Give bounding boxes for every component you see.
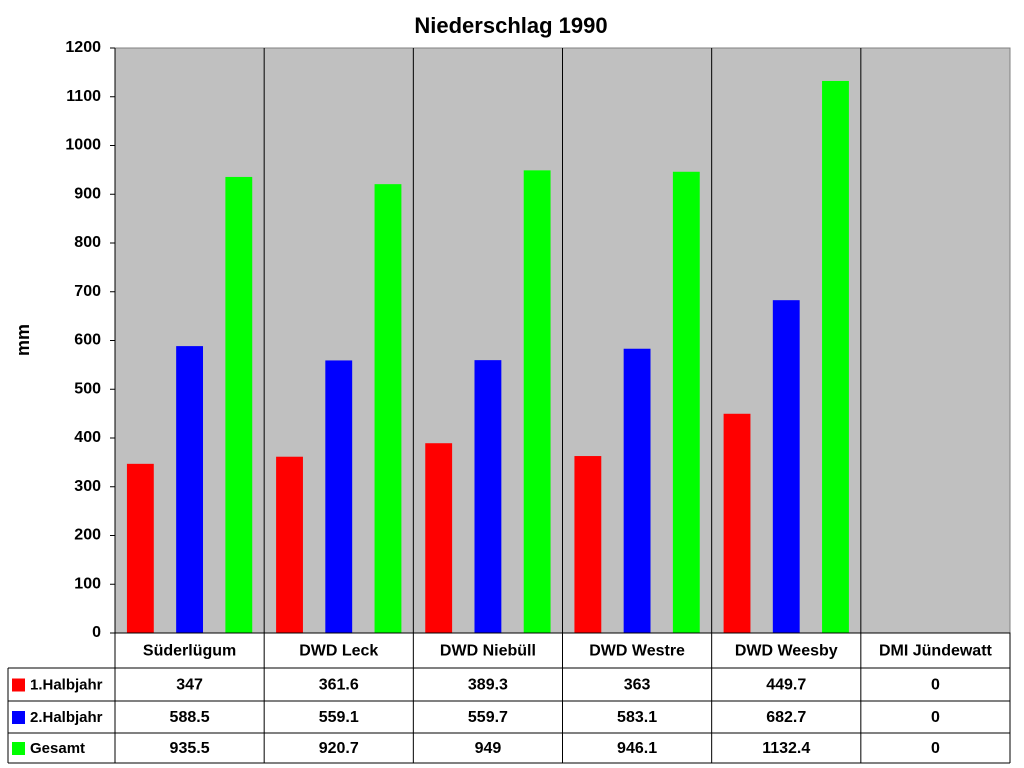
bar — [523, 170, 551, 634]
legend-label: 1.Halbjahr — [30, 676, 103, 693]
y-tick-label: 200 — [74, 527, 101, 544]
bar — [822, 80, 849, 633]
bar — [474, 360, 502, 633]
y-axis-label: mm — [13, 324, 33, 356]
y-tick-label: 900 — [74, 185, 101, 202]
table-value: 0 — [931, 709, 940, 726]
bar — [176, 346, 204, 633]
bar — [772, 300, 800, 633]
table-value: 361.6 — [319, 677, 359, 694]
y-tick-label: 400 — [74, 429, 101, 446]
y-tick-label: 600 — [74, 332, 101, 349]
x-tick-label: DWD Weesby — [735, 643, 838, 660]
table-value: 0 — [931, 677, 940, 694]
y-tick-label: 1100 — [66, 88, 101, 105]
bar — [425, 443, 453, 633]
table-value: 559.1 — [319, 709, 359, 726]
table-value: 363 — [624, 677, 651, 694]
legend-key — [12, 678, 25, 692]
bar — [374, 184, 402, 633]
x-tick-label: Süderlügum — [143, 643, 236, 660]
bar — [574, 456, 602, 633]
legend-label: Gesamt — [30, 740, 85, 757]
table-value: 583.1 — [617, 709, 657, 726]
table-value: 449.7 — [766, 677, 806, 694]
y-tick-label: 1000 — [65, 137, 101, 154]
y-tick-label: 100 — [74, 575, 101, 592]
y-tick-label: 1200 — [65, 39, 101, 56]
x-tick-label: DWD Niebüll — [440, 643, 536, 660]
table-value: 920.7 — [319, 740, 359, 757]
legend-label: 2.Halbjahr — [30, 709, 103, 726]
x-tick-label: DMI Jündewatt — [879, 643, 993, 660]
legend-key — [12, 711, 25, 724]
y-tick-label: 700 — [74, 283, 101, 300]
table-value: 946.1 — [617, 740, 657, 757]
table-value: 949 — [475, 740, 502, 757]
bar — [623, 348, 651, 633]
y-tick-label: 500 — [74, 380, 101, 397]
table-value: 682.7 — [766, 709, 806, 726]
table-value: 559.7 — [468, 709, 508, 726]
y-tick-label: 0 — [92, 624, 101, 641]
table-value: 389.3 — [468, 677, 508, 694]
legend-key — [12, 742, 25, 755]
x-tick-label: DWD Westre — [589, 643, 685, 660]
chart-title: Niederschlag 1990 — [414, 13, 607, 38]
table-value: 935.5 — [170, 740, 210, 757]
bar — [723, 413, 751, 633]
y-tick-label: 300 — [74, 478, 101, 495]
table-value: 588.5 — [170, 709, 210, 726]
bar — [276, 456, 303, 633]
table-value: 0 — [931, 740, 940, 757]
table-value: 1132.4 — [762, 740, 810, 757]
bar — [325, 360, 353, 633]
y-tick-label: 800 — [74, 234, 101, 251]
bar — [126, 463, 154, 633]
table-value: 347 — [176, 677, 203, 694]
x-tick-label: DWD Leck — [299, 643, 378, 660]
bar — [225, 176, 253, 633]
bar — [672, 171, 700, 633]
